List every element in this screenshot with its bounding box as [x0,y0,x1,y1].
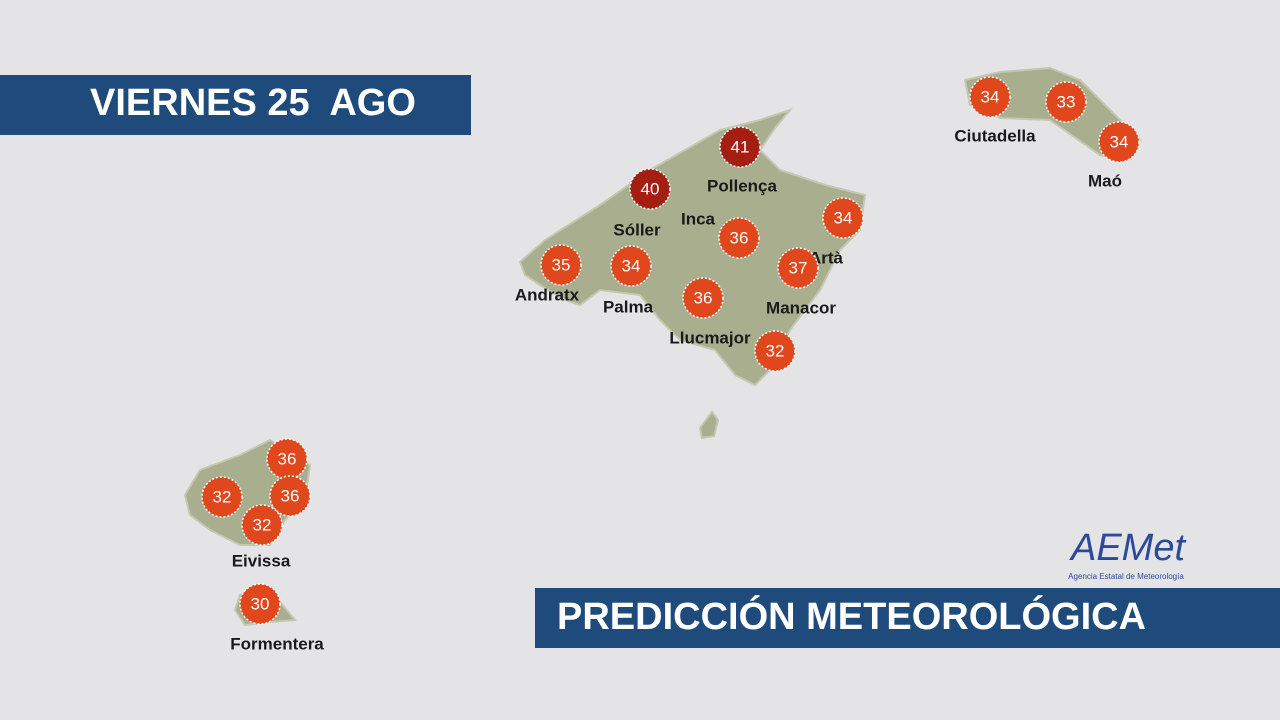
badge-circle [201,476,243,518]
temperature: 36 [730,228,749,247]
temperature: 36 [281,486,300,505]
badge-circle [822,197,864,239]
date: VIERNES 25 AGO [90,82,416,124]
place-label: Formentera [230,634,324,653]
place-label: Artà [809,248,844,267]
place-label: Pollença [707,176,777,195]
place-label: Manacor [766,298,836,317]
temperature-badge: 37 [777,247,819,289]
temperature-badge: 36 [682,277,724,319]
temperature-badge: 40 [629,168,671,210]
logo: AEMet [1069,527,1186,569]
temperature-badge: 36 [718,217,760,259]
temperature: 30 [251,594,270,613]
temperature: 34 [834,208,853,227]
badge-circle [540,244,582,286]
badge-circle [241,504,283,546]
place-label: Eivissa [232,551,291,570]
badge-circle [682,277,724,319]
temperature-badge: 32 [754,330,796,372]
temperature-badge: 32 [201,476,243,518]
temperature: 32 [213,487,232,506]
cabrera [698,410,720,440]
temperature-badge: 34 [610,245,652,287]
temperature: 32 [253,515,272,534]
temperature-badge: 36 [269,475,311,517]
place-label: Inca [681,209,716,228]
place-label: Andratx [515,285,580,304]
temperature-badge: 30 [239,583,281,625]
temperature-badge: 36 [266,438,308,480]
badge-circle [239,583,281,625]
logo-subtitle: Agencia Estatal de Meteorología [1068,572,1184,581]
temperature: 32 [766,341,785,360]
mallorca [518,107,867,387]
badge-circle [719,126,761,168]
temperature-badge: 34 [822,197,864,239]
temperature-badge: 34 [969,76,1011,118]
badge-circle [777,247,819,289]
temperature: 41 [731,137,750,156]
temperature: 35 [552,255,571,274]
temperature-badge: 33 [1045,81,1087,123]
place-label: Sóller [613,220,661,239]
place-label: Llucmajor [669,328,751,347]
place-label: Maó [1088,171,1122,190]
badge-circle [969,76,1011,118]
temperature: 34 [1110,132,1129,151]
badge-circle [1098,121,1140,163]
temperature: 33 [1057,92,1076,111]
badge-circle [1045,81,1087,123]
temperature: 36 [278,449,297,468]
place-label: Ciutadella [954,126,1036,145]
badge-circle [629,168,671,210]
badge-circle [754,330,796,372]
temperature-badge: 34 [1098,121,1140,163]
islands [183,66,1142,627]
temperature-badge: 41 [719,126,761,168]
badge-circle [610,245,652,287]
temperature-badge: 35 [540,244,582,286]
badge-circle [266,438,308,480]
temperature: 36 [694,288,713,307]
badge-circle [269,475,311,517]
header-band [0,75,471,135]
temperature-badge: 32 [241,504,283,546]
footer-band [535,588,1280,648]
place-label: Palma [603,297,654,316]
temperature: 34 [622,256,641,275]
temperature: 40 [641,179,660,198]
temperature: 37 [789,258,808,277]
badge-circle [718,217,760,259]
footer-title: PREDICCIÓN METEOROLÓGICA [557,594,1146,638]
temperature: 34 [981,87,1000,106]
